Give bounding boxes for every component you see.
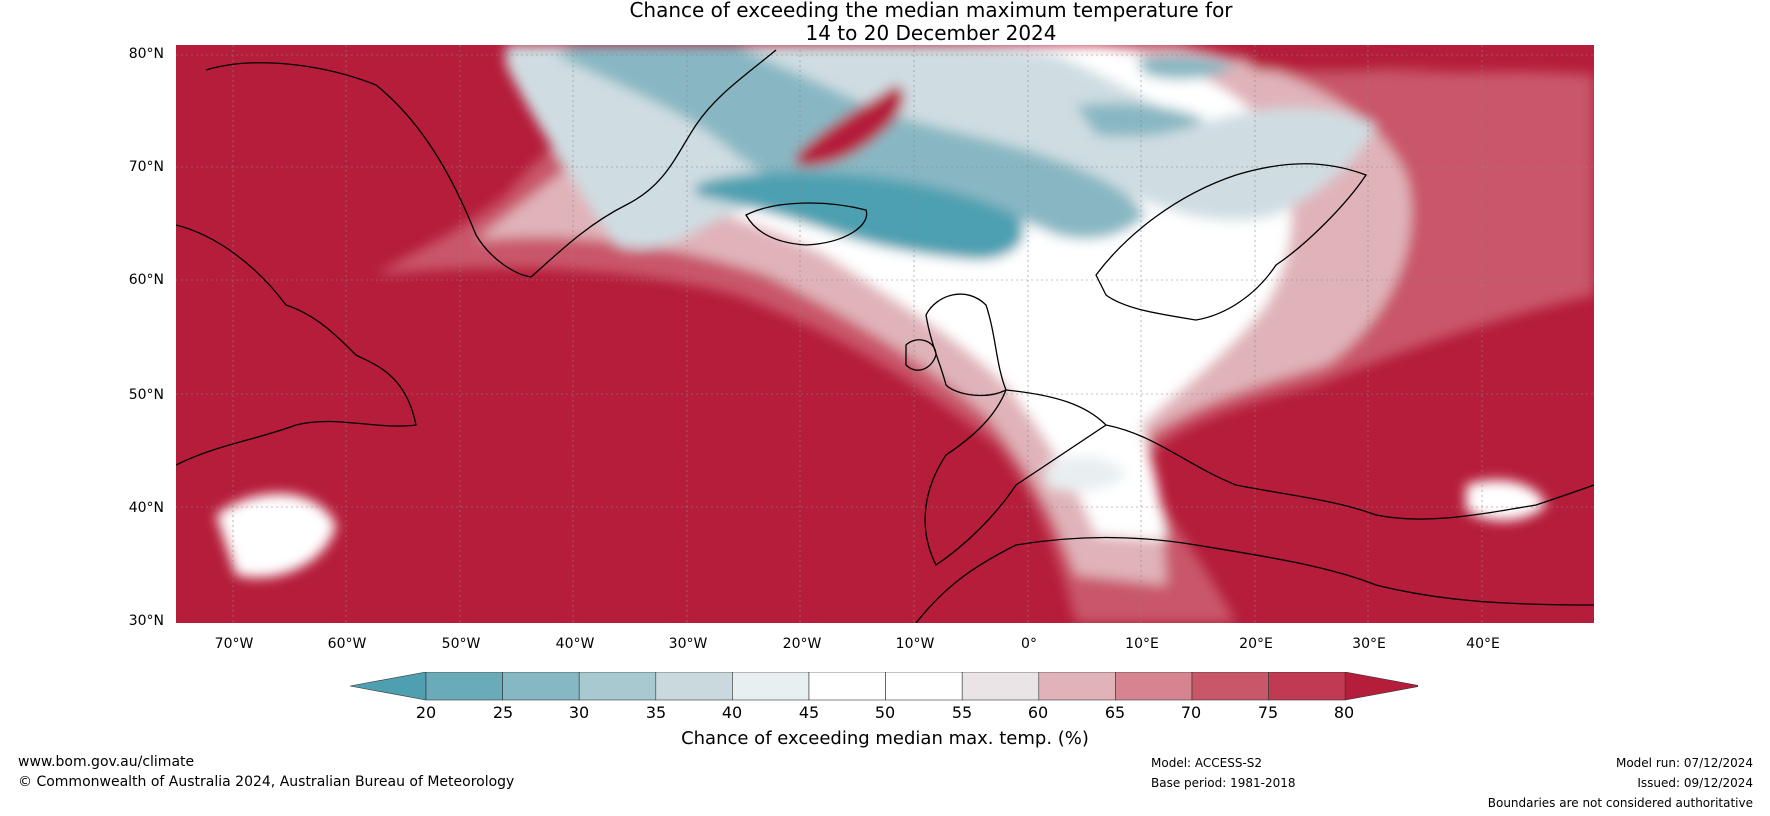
map-title: Chance of exceeding the median maximum t… [629, 0, 1233, 22]
colorbar-swatch [1038, 672, 1116, 701]
website-link[interactable]: www.bom.gov.au/climate [18, 754, 195, 770]
lon-label-10e: 10°E [1125, 636, 1159, 652]
colorbar-swatch [885, 672, 963, 701]
colorbar-tick-80: 80 [1333, 703, 1355, 722]
colorbar-tick-50: 50 [874, 703, 896, 722]
map-canvas [176, 45, 1594, 623]
colorbar-swatch [1115, 672, 1193, 701]
colorbar-swatch [1191, 672, 1269, 701]
colorbar-tick-60: 60 [1027, 703, 1049, 722]
lat-label-60n: 60°N [128, 272, 164, 288]
colorbar-tick-35: 35 [645, 703, 667, 722]
copyright-text: © Commonwealth of Australia 2024, Austra… [18, 774, 515, 790]
colorbar-label: Chance of exceeding median max. temp. (%… [681, 728, 1089, 749]
colorbar-tick-70: 70 [1180, 703, 1202, 722]
lat-label-30n: 30°N [128, 613, 164, 629]
colorbar-swatch [502, 672, 580, 701]
lon-label-30w: 30°W [668, 636, 708, 652]
colorbar-swatch [425, 672, 503, 701]
colorbar-tick-75: 75 [1257, 703, 1279, 722]
colorbar-tick-30: 30 [568, 703, 590, 722]
graticule [176, 45, 1594, 623]
lat-label-70n: 70°N [128, 159, 164, 175]
lat-label-40n: 40°N [128, 500, 164, 516]
colorbar-tick-65: 65 [1104, 703, 1126, 722]
issued-text: Issued: 09/12/2024 [1637, 776, 1753, 790]
lon-label-40e: 40°E [1466, 636, 1500, 652]
lon-label-0: 0° [1021, 636, 1037, 652]
lon-label-40w: 40°W [555, 636, 595, 652]
colorbar-tick-20: 20 [415, 703, 437, 722]
lat-label-50n: 50°N [128, 387, 164, 403]
lat-label-80n: 80°N [128, 46, 164, 62]
colorbar-swatch [578, 672, 657, 701]
colorbar-tick-25: 25 [492, 703, 514, 722]
colorbar-swatch [961, 672, 1040, 701]
colorbar-swatches [350, 672, 1418, 701]
model-run-text: Model run: 07/12/2024 [1615, 756, 1753, 770]
model-text: Model: ACCESS-S2 [1151, 756, 1263, 770]
lon-label-10w: 10°W [895, 636, 935, 652]
base-period-text: Base period: 1981-2018 [1151, 776, 1296, 790]
colorbar-swatch [655, 672, 733, 701]
disclaimer-text: Boundaries are not considered authoritat… [1487, 796, 1753, 810]
colorbar-swatch [732, 672, 810, 701]
colorbar [350, 672, 1418, 701]
lon-label-60w: 60°W [327, 636, 367, 652]
lon-label-20e: 20°E [1239, 636, 1273, 652]
colorbar-tick-45: 45 [798, 703, 820, 722]
lon-label-20w: 20°W [782, 636, 822, 652]
colorbar-extend-high [1344, 672, 1418, 701]
colorbar-extend-low [350, 672, 427, 701]
lon-label-30e: 30°E [1352, 636, 1386, 652]
colorbar-tick-55: 55 [951, 703, 973, 722]
colorbar-tick-40: 40 [721, 703, 743, 722]
colorbar-swatch [1268, 672, 1346, 701]
probability-map [176, 45, 1594, 623]
lon-label-50w: 50°W [441, 636, 481, 652]
colorbar-swatch [808, 672, 886, 701]
coastlines [176, 49, 1594, 623]
lon-label-70w: 70°W [214, 636, 254, 652]
map-subtitle: 14 to 20 December 2024 [805, 21, 1057, 45]
